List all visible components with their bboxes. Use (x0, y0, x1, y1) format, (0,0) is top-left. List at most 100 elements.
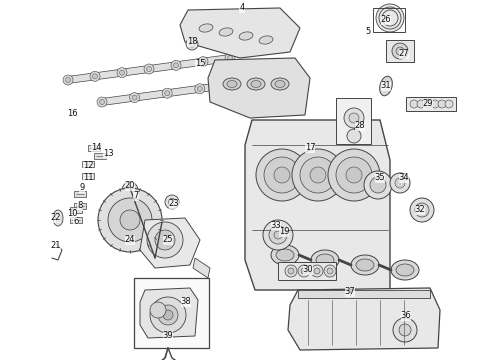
Circle shape (155, 230, 175, 250)
Text: 9: 9 (79, 184, 85, 193)
Text: 29: 29 (423, 99, 433, 108)
Circle shape (150, 297, 186, 333)
Ellipse shape (271, 78, 289, 90)
Text: 8: 8 (77, 202, 83, 211)
Circle shape (120, 210, 140, 230)
Circle shape (197, 86, 202, 91)
Text: 25: 25 (163, 235, 173, 244)
Text: 12: 12 (83, 162, 93, 171)
Polygon shape (208, 58, 310, 118)
Circle shape (285, 265, 297, 277)
Circle shape (163, 310, 173, 320)
Circle shape (292, 149, 344, 201)
Text: 16: 16 (67, 109, 77, 118)
Circle shape (347, 129, 361, 143)
Circle shape (186, 38, 198, 50)
Circle shape (344, 108, 364, 128)
Text: 17: 17 (305, 144, 315, 153)
Circle shape (97, 97, 107, 107)
Polygon shape (288, 288, 440, 350)
Bar (406, 97, 456, 111)
Text: 13: 13 (103, 149, 113, 158)
Circle shape (132, 95, 137, 100)
Circle shape (189, 41, 195, 47)
Circle shape (147, 222, 183, 258)
Ellipse shape (223, 78, 241, 90)
Bar (386, 40, 414, 62)
Circle shape (327, 268, 333, 274)
Text: 24: 24 (125, 235, 135, 244)
Circle shape (150, 302, 166, 318)
Circle shape (227, 80, 237, 89)
Circle shape (263, 77, 268, 82)
Circle shape (98, 188, 162, 252)
Ellipse shape (271, 245, 299, 265)
Bar (373, 8, 405, 32)
Circle shape (227, 55, 232, 60)
Text: 15: 15 (195, 59, 205, 68)
Text: 35: 35 (375, 174, 385, 183)
Bar (82, 173, 94, 179)
Ellipse shape (276, 249, 294, 261)
Circle shape (300, 157, 336, 193)
Ellipse shape (251, 81, 261, 87)
Ellipse shape (311, 250, 339, 270)
Ellipse shape (247, 78, 265, 90)
Text: 38: 38 (181, 297, 192, 306)
Circle shape (399, 324, 411, 336)
Circle shape (165, 195, 179, 209)
Circle shape (336, 157, 372, 193)
Circle shape (410, 198, 434, 222)
Text: 37: 37 (344, 288, 355, 297)
Circle shape (165, 91, 170, 96)
Circle shape (314, 268, 320, 274)
Polygon shape (308, 128, 340, 158)
Circle shape (274, 167, 290, 183)
Polygon shape (180, 8, 300, 58)
Circle shape (63, 75, 73, 85)
Circle shape (129, 93, 140, 103)
Polygon shape (101, 77, 266, 105)
Circle shape (415, 203, 429, 217)
Circle shape (256, 149, 308, 201)
Circle shape (126, 186, 134, 194)
Circle shape (324, 265, 336, 277)
Ellipse shape (380, 76, 392, 96)
Ellipse shape (219, 28, 233, 36)
Polygon shape (140, 288, 198, 338)
Text: 39: 39 (163, 332, 173, 341)
Circle shape (376, 4, 404, 32)
Ellipse shape (396, 264, 414, 276)
Circle shape (395, 178, 405, 188)
Circle shape (99, 99, 104, 104)
Circle shape (311, 265, 323, 277)
Circle shape (260, 75, 270, 85)
Ellipse shape (199, 24, 213, 32)
Ellipse shape (356, 259, 374, 271)
Ellipse shape (227, 81, 237, 87)
Ellipse shape (55, 214, 60, 222)
Bar (94, 153, 106, 159)
Ellipse shape (275, 81, 285, 87)
Circle shape (392, 43, 408, 59)
Text: 23: 23 (169, 199, 179, 208)
Text: 19: 19 (279, 228, 289, 237)
Circle shape (364, 171, 392, 199)
Circle shape (144, 64, 154, 74)
Circle shape (147, 67, 151, 72)
Circle shape (120, 70, 124, 75)
Circle shape (263, 220, 293, 250)
Text: 11: 11 (83, 174, 93, 183)
Circle shape (169, 198, 175, 206)
Polygon shape (193, 258, 210, 278)
Circle shape (445, 100, 453, 108)
Bar (298, 290, 430, 298)
Circle shape (346, 167, 362, 183)
Text: 5: 5 (366, 27, 370, 36)
Circle shape (410, 100, 418, 108)
Circle shape (431, 100, 439, 108)
Bar (70, 207, 82, 213)
Ellipse shape (239, 32, 253, 40)
Circle shape (396, 47, 404, 55)
Bar (74, 203, 86, 209)
